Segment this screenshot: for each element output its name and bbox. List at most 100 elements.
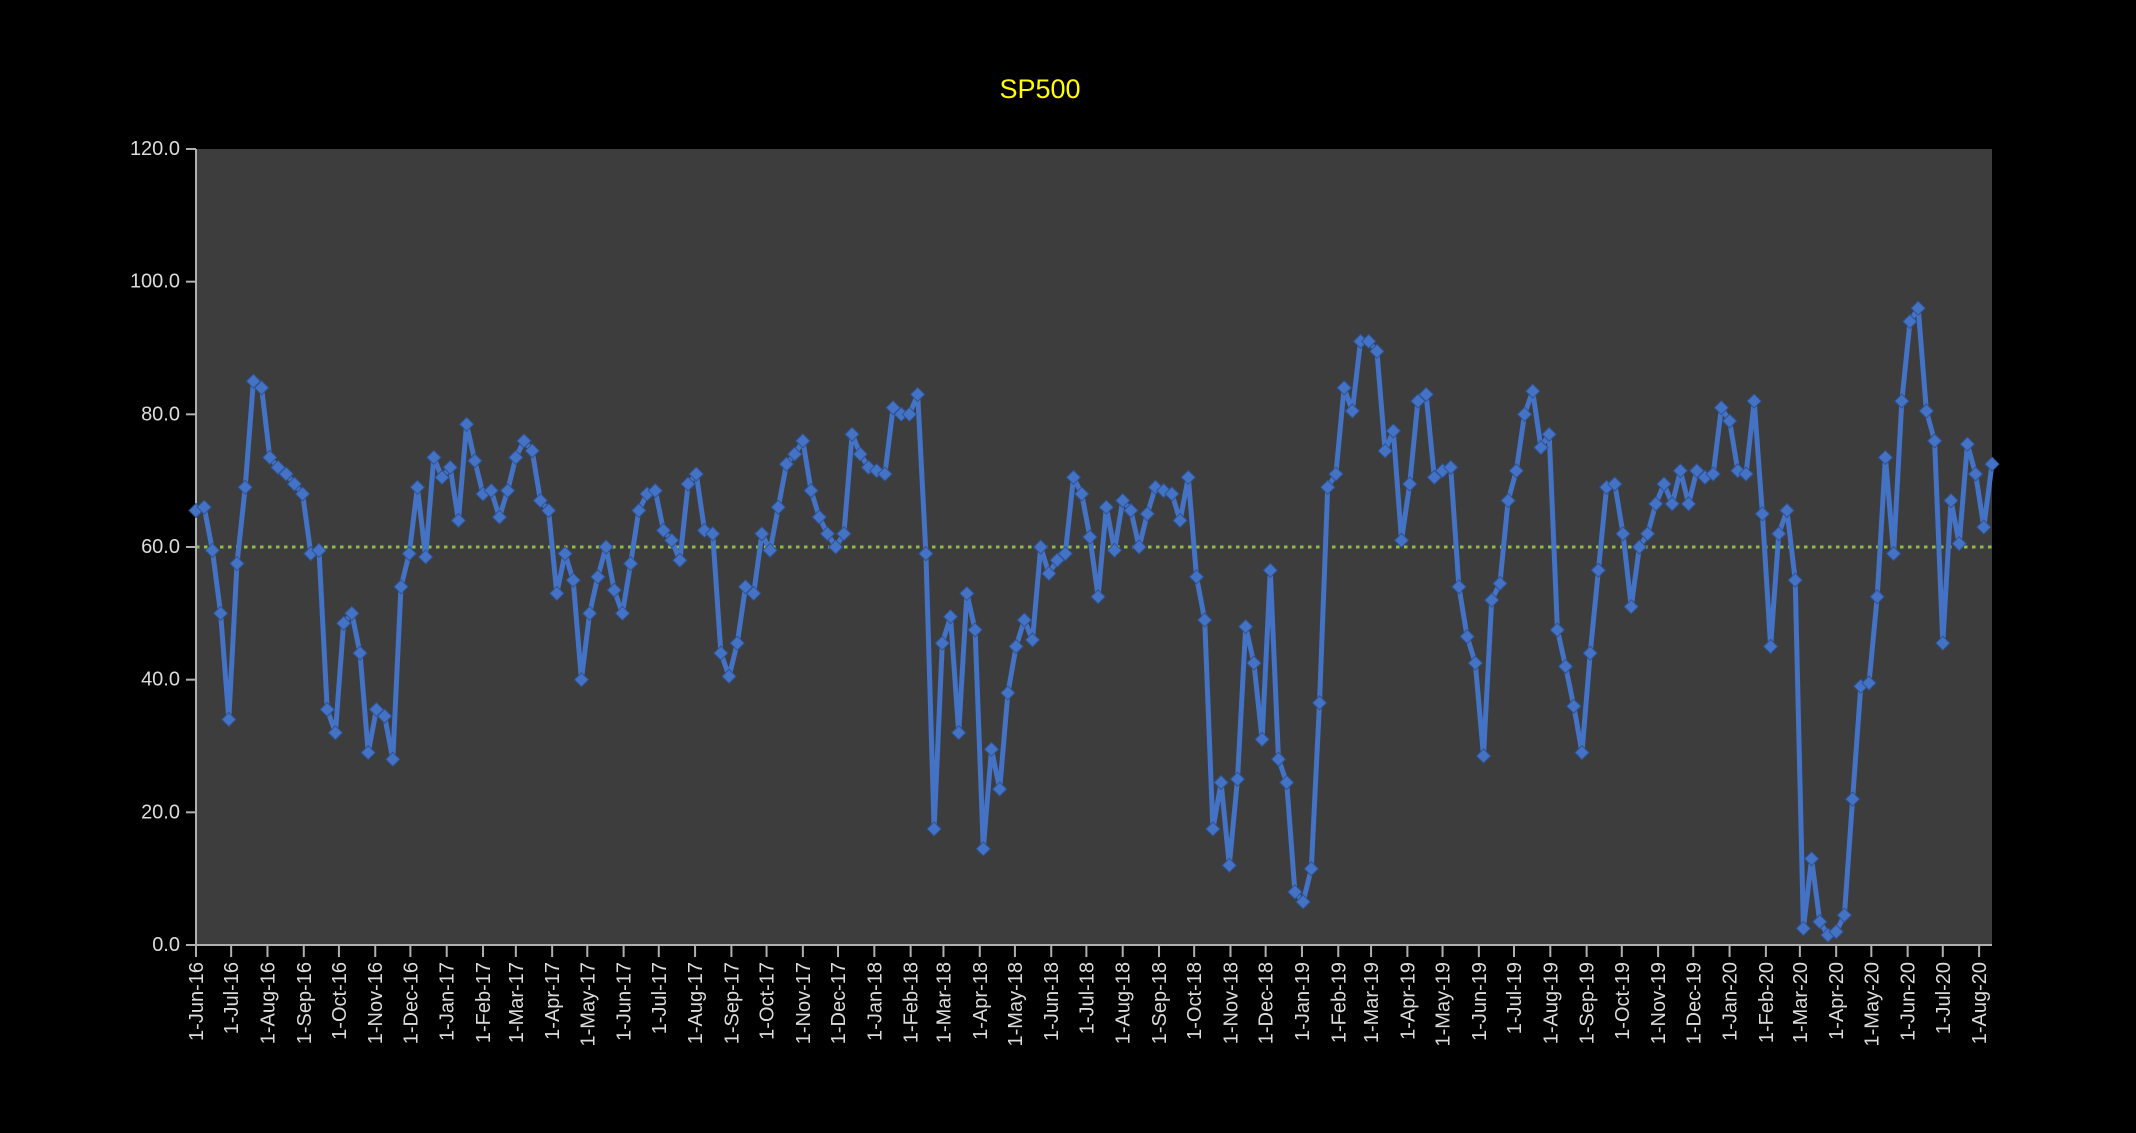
data-point-marker [1254, 731, 1270, 748]
data-point-marker [1607, 476, 1623, 492]
data-point-marker [565, 572, 581, 588]
data-point-marker [1844, 791, 1861, 807]
data-point-marker [778, 456, 795, 472]
data-point-marker [1557, 658, 1574, 675]
x-axis-tick-label: 1-Aug-18 [1113, 962, 1135, 1044]
data-point-marker [1262, 562, 1279, 578]
data-point-marker [614, 605, 631, 622]
x-axis-tick-label: 1-Mar-18 [933, 962, 955, 1043]
data-point-marker [631, 502, 647, 519]
data-point-marker [795, 433, 811, 449]
data-point-marker [204, 542, 221, 559]
x-axis-tick-label: 1-Aug-20 [1969, 962, 1991, 1044]
x-axis-tick-label: 1-Jul-20 [1933, 962, 1955, 1034]
data-point-marker [1197, 612, 1213, 628]
data-point-marker [1106, 542, 1123, 559]
data-point-marker [590, 569, 606, 585]
x-axis-tick-label: 1-Aug-16 [257, 962, 279, 1044]
x-axis-tick-label: 1-Mar-20 [1790, 962, 1812, 1043]
data-point-marker [1287, 884, 1303, 900]
y-axis-tick-label: 100.0 [130, 271, 180, 293]
data-point-marker [1894, 393, 1910, 409]
data-point-marker [647, 482, 663, 499]
data-point-marker [393, 579, 409, 595]
data-point-marker [811, 509, 827, 525]
data-point-marker [688, 466, 704, 482]
data-point-marker [573, 671, 590, 688]
data-point-marker [1213, 774, 1229, 791]
x-axis-tick-label: 1-Jul-18 [1076, 962, 1098, 1034]
x-axis-tick-label: 1-Jun-18 [1041, 962, 1063, 1041]
data-point-marker [385, 751, 401, 767]
data-point-marker [598, 539, 614, 555]
data-point-marker [401, 545, 417, 562]
data-point-marker [442, 459, 458, 476]
data-point-marker [1065, 469, 1082, 486]
data-point-marker [803, 482, 819, 499]
data-point-marker [1008, 638, 1024, 655]
data-point-marker [918, 545, 934, 562]
data-point-marker [434, 469, 450, 486]
x-axis-tick-label: 1-Nov-17 [793, 962, 815, 1044]
x-axis-tick-label: 1-Nov-18 [1220, 962, 1242, 1044]
data-point-marker [1073, 486, 1090, 502]
data-point-marker [1041, 565, 1057, 582]
data-point-marker [1516, 406, 1533, 423]
data-point-marker [409, 479, 426, 496]
x-axis-tick-label: 1-Oct-19 [1612, 962, 1634, 1040]
sp500-series-line [193, 305, 1995, 938]
data-point-marker [417, 549, 434, 565]
data-point-marker [1721, 413, 1738, 429]
data-point-marker [368, 701, 385, 718]
x-axis-tick-label: 1-Dec-19 [1683, 962, 1705, 1044]
data-point-marker [467, 453, 483, 469]
data-point-marker [1976, 519, 1992, 535]
data-point-marker [1443, 459, 1459, 476]
x-axis-tick-label: 1-May-20 [1861, 962, 1883, 1046]
x-axis-tick-label: 1-Jan-18 [864, 962, 886, 1041]
data-point-marker [1336, 380, 1352, 396]
data-point-marker [1590, 562, 1607, 578]
data-point-marker [704, 526, 721, 542]
data-point-marker [1098, 499, 1115, 515]
x-axis-tick-label: 1-Feb-19 [1328, 962, 1350, 1043]
data-point-marker [713, 645, 729, 661]
y-axis-tick-label: 40.0 [141, 669, 180, 691]
data-point-marker [754, 526, 770, 542]
data-point-marker [1172, 512, 1188, 529]
data-point-marker [1164, 486, 1180, 502]
data-point-marker [1541, 426, 1557, 442]
data-point-marker [532, 492, 549, 509]
x-axis-tick-label: 1-Jan-17 [437, 962, 459, 1041]
x-axis-tick-label: 1-Jun-20 [1898, 962, 1920, 1041]
x-axis-tick-label: 1-Jun-16 [186, 962, 208, 1041]
data-point-marker [1771, 526, 1787, 542]
y-axis-tick-label: 0.0 [152, 934, 180, 956]
x-axis-tick-label: 1-Sep-17 [721, 962, 743, 1044]
data-point-marker [1279, 774, 1295, 791]
x-axis-tick-label: 1-Jul-16 [221, 962, 243, 1034]
data-point-marker [1402, 476, 1418, 492]
x-axis-tick-label: 1-Oct-18 [1184, 962, 1206, 1040]
data-point-marker [696, 522, 713, 539]
data-point-marker [1369, 343, 1385, 360]
data-point-marker [786, 446, 803, 462]
data-point-marker [909, 386, 926, 403]
data-point-marker [877, 466, 893, 482]
data-point-marker [1270, 751, 1287, 767]
data-point-marker [311, 542, 327, 559]
data-point-marker [1566, 698, 1582, 714]
data-point-marker [622, 555, 639, 572]
data-point-marker [1328, 466, 1344, 482]
data-point-marker [729, 635, 745, 651]
data-point-marker [221, 711, 237, 728]
x-axis-tick-label: 1-Feb-17 [473, 962, 495, 1043]
data-point-marker [737, 579, 754, 595]
data-point-marker [1672, 463, 1689, 479]
data-point-marker [1705, 466, 1721, 482]
data-point-marker [983, 741, 1000, 758]
data-point-marker [1475, 748, 1492, 764]
data-point-marker [1057, 545, 1074, 562]
data-point-marker [1574, 744, 1590, 761]
